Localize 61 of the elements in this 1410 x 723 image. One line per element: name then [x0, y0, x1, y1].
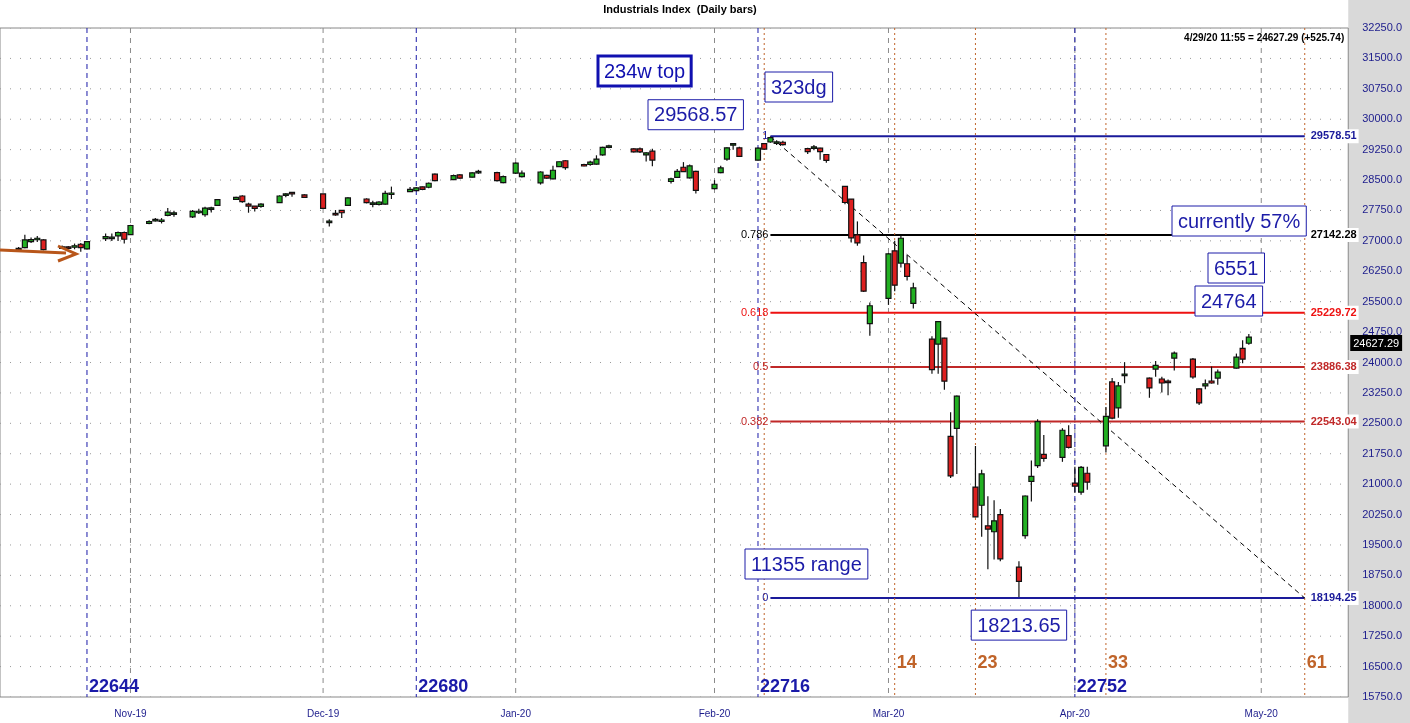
y-tick-label: 25500.0 — [1362, 294, 1402, 307]
annotation: 0 — [762, 590, 769, 603]
annotation: 18213.65 — [977, 613, 1061, 636]
ref-line-label: 22543.04 — [1310, 414, 1358, 427]
ref-line-label: 22644 — [88, 675, 140, 696]
ref-line-label: 29578.51 — [1310, 129, 1357, 142]
annotation: 323dg — [771, 75, 827, 98]
y-tick-label: 24000.0 — [1362, 355, 1402, 368]
ref-line-label: 23886.38 — [1310, 360, 1357, 373]
chart-title: Industrials Index (Daily bars) — [603, 3, 758, 16]
y-tick-label: 15750.0 — [1362, 690, 1402, 703]
x-tick-label: May-20 — [1244, 707, 1279, 719]
y-tick-label: 23250.0 — [1362, 385, 1402, 398]
y-tick-label: 29250.0 — [1362, 142, 1402, 155]
annotation: 29568.57 — [654, 103, 738, 126]
y-tick-label: 18000.0 — [1362, 598, 1402, 611]
ref-line-label: 33 — [1107, 651, 1128, 672]
x-tick-label: Mar-20 — [872, 707, 905, 719]
ref-line-label: 61 — [1306, 651, 1327, 672]
y-tick-label: 31500.0 — [1362, 51, 1402, 64]
annotation: 234w top — [604, 59, 686, 82]
y-tick-label: 16500.0 — [1362, 659, 1402, 672]
x-tick-label: Nov-19 — [114, 707, 148, 719]
annotation: 4/29/20 11:55 = 24627.29 (+525.74) — [1184, 31, 1345, 43]
y-tick-label: 24750.0 — [1362, 325, 1402, 338]
y-tick-label: 21750.0 — [1362, 446, 1402, 459]
ref-line-label: 25229.72 — [1310, 305, 1357, 318]
x-tick-label: Jan-20 — [500, 707, 532, 719]
annotation: 6551 — [1214, 256, 1259, 279]
y-tick-label: 22500.0 — [1362, 416, 1402, 429]
y-tick-label: 30750.0 — [1362, 81, 1402, 94]
y-tick-label: 17250.0 — [1362, 629, 1402, 642]
annotation: currently 57% — [1178, 209, 1301, 232]
y-tick-label: 21000.0 — [1362, 477, 1402, 490]
y-tick-label: 18750.0 — [1362, 568, 1402, 581]
y-tick-label: 28500.0 — [1362, 173, 1402, 186]
annotation: 0.618 — [740, 305, 769, 318]
ref-line-label: 18194.25 — [1310, 590, 1357, 603]
ref-line-label: 22680 — [418, 675, 469, 696]
ref-line-label: 22716 — [760, 675, 811, 696]
annotation: 0.382 — [740, 414, 769, 427]
annotation: 24764 — [1201, 289, 1257, 312]
y-tick-label: 19500.0 — [1362, 537, 1402, 550]
ref-line-label: 27142.28 — [1310, 228, 1357, 241]
annotation: 1 — [762, 129, 769, 142]
y-tick-label: 26250.0 — [1362, 264, 1402, 277]
y-tick-label: 32250.0 — [1362, 21, 1402, 34]
y-tick-label: 27750.0 — [1362, 203, 1402, 216]
ref-line-label: 22752 — [1076, 675, 1127, 696]
x-tick-label: Feb-20 — [698, 707, 731, 719]
ref-line-label: 14 — [896, 651, 917, 672]
x-tick-label: Dec-19 — [306, 707, 340, 719]
ref-line-label: 23 — [977, 651, 998, 672]
x-tick-label: Apr-20 — [1059, 707, 1091, 719]
y-tick-label: 30000.0 — [1362, 112, 1402, 125]
y-tick-label: 20250.0 — [1362, 507, 1402, 520]
y-tick-label: 27000.0 — [1362, 233, 1402, 246]
annotation: 0.5 — [753, 360, 769, 373]
annotation: 11355 range — [751, 552, 862, 575]
annotation: 0.786 — [740, 228, 769, 241]
text: 24627.29 — [1353, 337, 1400, 350]
